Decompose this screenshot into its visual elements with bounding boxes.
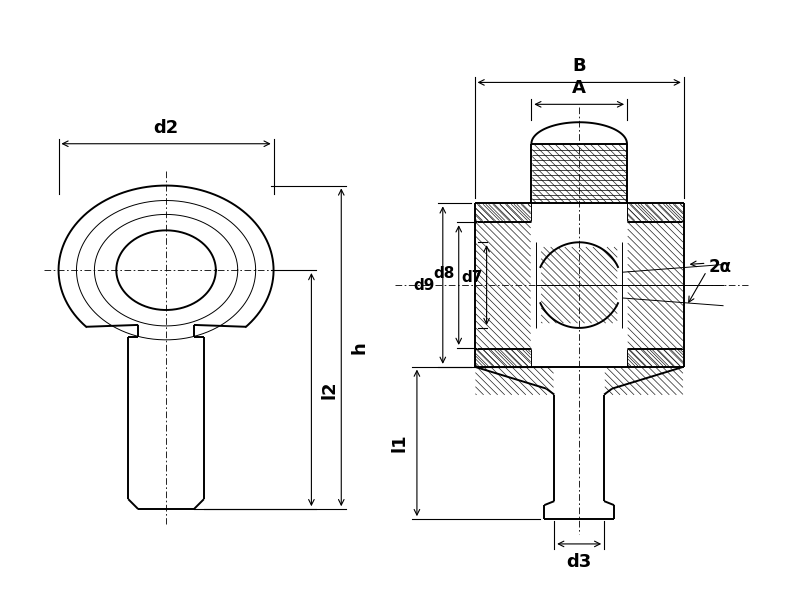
Text: l2: l2 bbox=[320, 380, 338, 399]
Text: B: B bbox=[572, 57, 586, 76]
Text: d7: d7 bbox=[462, 269, 482, 285]
Text: d8: d8 bbox=[434, 266, 454, 280]
Text: d3: d3 bbox=[566, 553, 592, 571]
Text: d9: d9 bbox=[414, 277, 435, 293]
Text: A: A bbox=[572, 79, 586, 97]
Text: h: h bbox=[350, 341, 368, 354]
Text: l1: l1 bbox=[391, 434, 409, 452]
Text: 2α: 2α bbox=[709, 258, 731, 276]
Text: d2: d2 bbox=[154, 119, 178, 137]
